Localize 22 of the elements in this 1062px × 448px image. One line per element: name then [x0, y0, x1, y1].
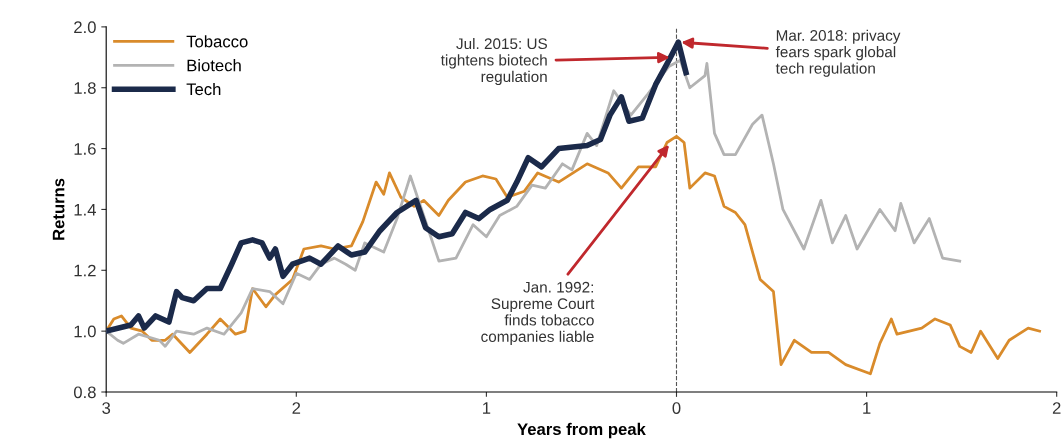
y-tick-label: 1.6 [74, 142, 96, 155]
annotation: Jan. 1992: Supreme Court finds tobacco companies liable [481, 281, 595, 345]
y-tick-label: 1.4 [74, 204, 96, 216]
annotation: Jul. 2015: US tightens biotech regulation [440, 37, 547, 86]
x-axis-title: Years from peak [517, 422, 646, 439]
y-tick-label: 0.8 [73, 386, 96, 399]
y-tick-label: 1.2 [74, 264, 96, 277]
x-tick-label: 2 [292, 402, 301, 414]
legend-label: Tobacco [186, 35, 248, 48]
y-tick-label: 1.8 [74, 82, 96, 94]
x-tick-label: 0 [672, 402, 681, 414]
y-tick-label: 2.0 [74, 21, 96, 34]
legend-label: Tech [186, 82, 221, 96]
x-tick-label: 3 [102, 402, 111, 414]
line-series [106, 135, 1041, 376]
legend-label: Biotech [187, 59, 241, 72]
x-tick-label: 1 [483, 402, 491, 414]
x-tick-label: 2 [1052, 402, 1061, 414]
y-axis-title: Returns [52, 178, 65, 240]
annotation: Mar. 2018: privacy fears spark global tech regulation [775, 29, 901, 77]
x-tick-label: 1 [863, 402, 871, 414]
y-tick-label: 1.0 [74, 325, 96, 338]
